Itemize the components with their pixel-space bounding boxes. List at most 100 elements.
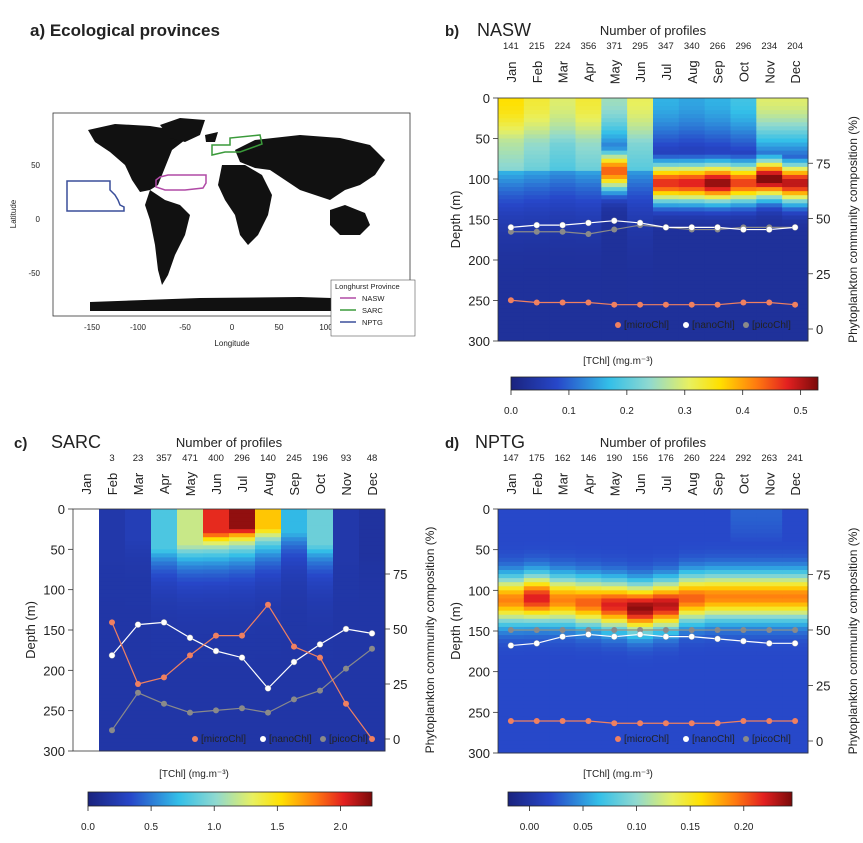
heatmap-cell — [498, 529, 525, 534]
series-point-pico — [714, 627, 721, 633]
heatmap-cell — [782, 187, 809, 192]
heatmap-cell — [177, 517, 204, 522]
heatmap-cell — [575, 553, 602, 559]
month-label: Mar — [556, 60, 571, 83]
heatmap-cell — [359, 621, 386, 627]
series-point-pico — [109, 727, 115, 734]
heatmap-cell — [203, 654, 230, 659]
heatmap-cell — [281, 670, 308, 675]
heatmap-cell — [523, 264, 551, 269]
heatmap-cell — [678, 740, 706, 746]
heatmap-cell — [229, 686, 256, 691]
heatmap-cell — [627, 614, 654, 620]
heatmap-cell — [601, 296, 628, 301]
heatmap-cell — [627, 288, 654, 293]
heatmap-cell — [151, 718, 178, 724]
heatmap-cell — [782, 724, 809, 730]
heatmap-cell — [575, 509, 602, 514]
heatmap-cell — [203, 738, 230, 744]
heatmap-cell — [229, 690, 256, 696]
heatmap-cell — [99, 690, 126, 696]
heatmap-cell — [177, 662, 204, 667]
heatmap-cell — [653, 549, 680, 555]
heatmap-cell — [523, 203, 551, 208]
heatmap-cell — [704, 582, 731, 587]
heatmap-cell — [99, 573, 126, 579]
heatmap-cell — [498, 272, 525, 277]
series-point-micro — [611, 301, 618, 308]
heatmap-cell — [99, 557, 126, 562]
heatmap-cell-empty — [73, 718, 100, 724]
heatmap-cell — [653, 728, 680, 734]
heatmap-cell — [756, 102, 783, 107]
heatmap-cell — [151, 634, 178, 639]
heatmap-cell — [756, 606, 783, 612]
heatmap-cell — [730, 142, 757, 148]
heatmap-cell — [229, 597, 256, 603]
heatmap-cell — [627, 696, 654, 701]
heatmap-cell — [704, 724, 731, 730]
heatmap-cell — [99, 601, 126, 607]
heatmap-cell — [498, 316, 525, 322]
heatmap-cell — [653, 610, 680, 616]
heatmap-cell — [99, 537, 126, 542]
legend-pico: [picoChl] — [752, 320, 791, 331]
heatmap-cell-empty — [73, 617, 100, 623]
heatmap-cell — [549, 622, 576, 628]
series-point-pico — [507, 627, 514, 633]
heatmap-cell — [229, 577, 256, 583]
heatmap-cell — [627, 154, 654, 160]
heatmap-cell — [229, 646, 256, 651]
heatmap-cell — [782, 647, 809, 652]
heatmap-cell-empty — [73, 666, 100, 671]
heatmap-cell — [125, 714, 152, 720]
heatmap-cell-empty — [73, 513, 100, 518]
heatmap-cell — [601, 663, 628, 669]
heatmap-cell — [653, 98, 680, 103]
heatmap-cell — [177, 561, 204, 566]
heatmap-cell — [177, 738, 204, 744]
heatmap-cell — [177, 573, 204, 579]
heatmap-cell — [575, 150, 602, 156]
month-label: Nov — [762, 472, 777, 496]
heatmap-cell — [523, 509, 551, 514]
heatmap-cell — [151, 597, 178, 603]
heatmap-cell — [653, 102, 680, 107]
heatmap-cell — [756, 231, 783, 237]
heatmap-cell — [627, 683, 654, 689]
heatmap-cell — [730, 696, 757, 701]
heatmap-cell — [575, 692, 602, 697]
heatmap-cell — [498, 183, 525, 188]
heatmap-cell — [523, 106, 551, 111]
heatmap-cell — [756, 537, 783, 543]
heatmap-cell — [151, 609, 178, 615]
heatmap-cell — [782, 557, 809, 563]
heatmap-cell — [281, 634, 308, 639]
heatmap-cell — [281, 589, 308, 595]
heatmap-cell — [125, 718, 152, 724]
heatmap-cell — [730, 647, 757, 652]
heatmap-cell — [782, 215, 809, 220]
heatmap-cell — [229, 537, 256, 542]
series-point-micro — [637, 720, 644, 727]
heatmap-cell — [575, 195, 602, 200]
heatmap-cell — [498, 122, 525, 127]
heatmap-cell — [756, 598, 783, 604]
heatmap-cell — [281, 686, 308, 691]
heatmap-cell — [151, 545, 178, 550]
pct-tick-label: 0 — [816, 322, 823, 337]
heatmap-cell — [281, 734, 308, 740]
heatmap-cell — [653, 170, 680, 176]
heatmap-cell — [203, 734, 230, 740]
heatmap-cell — [549, 614, 576, 620]
heatmap-cell — [498, 207, 525, 212]
heatmap-cell — [730, 187, 757, 192]
heatmap-cell-empty — [73, 565, 100, 570]
heatmap-cell — [523, 525, 551, 530]
heatmap-cell — [653, 683, 680, 689]
heatmap-cell — [203, 722, 230, 728]
world-continents — [88, 118, 395, 311]
heatmap-cell — [601, 582, 628, 587]
heatmap-cell — [151, 533, 178, 538]
heatmap-cell — [498, 744, 525, 750]
